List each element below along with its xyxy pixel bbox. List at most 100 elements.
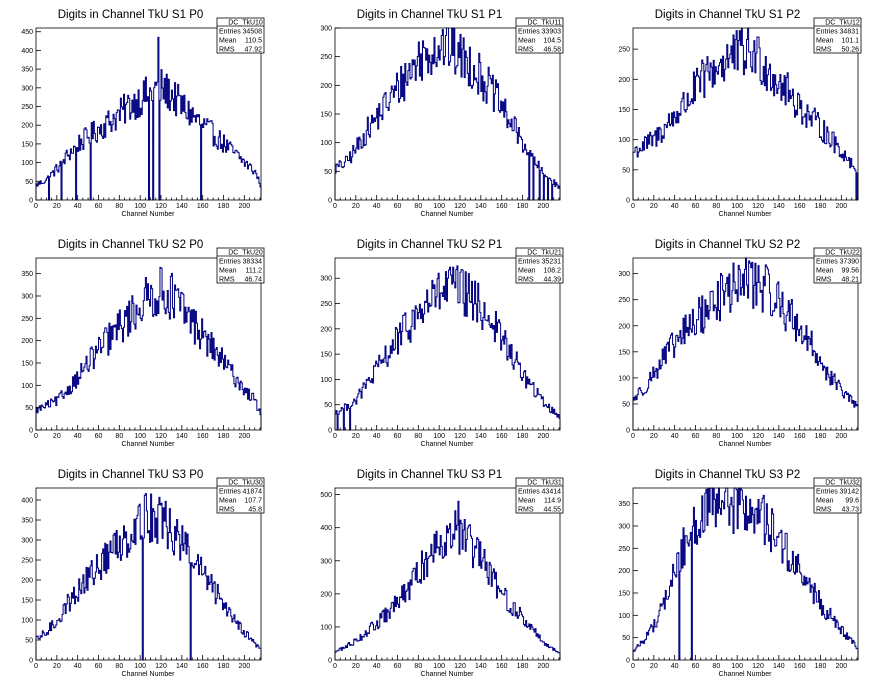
x-tick-label: 80 [115, 663, 123, 670]
x-axis-label: Channel Number [421, 211, 475, 218]
panel-title: Digits in Channel TkU S1 P1 [357, 9, 503, 21]
x-tick-label: 100 [731, 663, 743, 670]
y-tick-label: 0 [29, 198, 33, 205]
stats-box: DC_TkU12 Entries 34831 Mean 101.1 RMS 50.26 [813, 17, 862, 54]
x-tick-label: 200 [835, 203, 847, 210]
stats-value: 43414 [542, 489, 562, 496]
y-tick-label: 150 [618, 107, 630, 114]
stats-value: 50.26 [841, 47, 859, 54]
stats-label: Entries [518, 29, 540, 36]
y-tick-label: 100 [618, 613, 630, 620]
x-tick-label: 100 [134, 663, 146, 670]
y-tick-label: 0 [328, 198, 332, 205]
stats-label: Mean [518, 268, 536, 275]
y-tick-label: 300 [21, 293, 33, 300]
stats-label: Mean [219, 268, 237, 275]
x-tick-label: 200 [537, 203, 549, 210]
histogram-panel-TkU10: Digits in Channel TkU S1 P0 0 20 40 60 80 100 1… [21, 9, 265, 218]
stats-value: 37390 [840, 259, 860, 266]
stats-label: RMS [219, 277, 235, 284]
x-tick-label: 180 [218, 203, 230, 210]
y-tick-label: 300 [21, 538, 33, 545]
y-tick-label: 50 [324, 169, 332, 176]
x-tick-label: 60 [394, 433, 402, 440]
x-tick-label: 80 [414, 203, 422, 210]
stats-label: Mean [518, 498, 536, 505]
x-tick-label: 60 [394, 203, 402, 210]
histogram-series [632, 27, 859, 201]
x-tick-label: 0 [631, 203, 635, 210]
stats-label: Entries [518, 489, 540, 496]
y-tick-label: 350 [618, 501, 630, 508]
stats-name: DC_TkU10 [228, 20, 263, 27]
y-tick-label: 400 [320, 525, 332, 532]
stats-name: DC_TkU21 [527, 250, 562, 257]
stats-label: Mean [816, 268, 834, 275]
x-tick-label: 100 [134, 203, 146, 210]
stats-label: Entries [219, 489, 241, 496]
x-tick-label: 40 [373, 433, 381, 440]
x-tick-label: 0 [34, 663, 38, 670]
x-tick-label: 120 [752, 433, 764, 440]
y-tick-label: 200 [21, 123, 33, 130]
y-tick-label: 150 [320, 112, 332, 119]
x-tick-label: 40 [671, 203, 679, 210]
x-tick-label: 160 [794, 433, 806, 440]
y-tick-label: 250 [618, 297, 630, 304]
panel-title: Digits in Channel TkU S3 P0 [58, 469, 204, 481]
stats-label: Mean [518, 38, 536, 45]
stats-box: DC_TkU32 Entries 39142 Mean 99.6 RMS 43.73 [813, 477, 862, 514]
y-tick-label: 100 [21, 160, 33, 167]
x-tick-label: 80 [115, 433, 123, 440]
plot-frame [35, 27, 262, 201]
x-tick-label: 60 [95, 663, 103, 670]
x-tick-label: 140 [773, 663, 785, 670]
x-tick-label: 140 [176, 433, 188, 440]
x-axis-label: Channel Number [421, 441, 475, 448]
y-tick-label: 150 [21, 360, 33, 367]
stats-box: DC_TkU22 Entries 37390 Mean 99.56 RMS 48.21 [813, 247, 862, 284]
stats-label: Entries [816, 259, 838, 266]
x-tick-label: 200 [537, 663, 549, 670]
y-tick-label: 350 [21, 67, 33, 74]
histogram-series [35, 266, 262, 430]
x-tick-label: 120 [454, 203, 466, 210]
x-tick-label: 80 [712, 663, 720, 670]
x-tick-label: 180 [218, 663, 230, 670]
x-tick-label: 200 [238, 433, 250, 440]
x-tick-label: 140 [176, 663, 188, 670]
y-tick-label: 50 [25, 638, 33, 645]
y-tick-label: 0 [328, 428, 332, 435]
x-tick-label: 20 [352, 663, 360, 670]
histogram-series [35, 493, 262, 661]
stats-box: DC_TkU20 Entries 38334 Mean 111.2 RMS 46.74 [216, 247, 265, 284]
stats-name: DC_TkU32 [825, 480, 860, 487]
y-tick-label: 200 [618, 77, 630, 84]
y-tick-label: 100 [320, 624, 332, 631]
stats-value: 104.5 [543, 38, 561, 45]
x-tick-label: 140 [773, 203, 785, 210]
stats-box: DC_TkU21 Entries 35231 Mean 108.2 RMS 44.39 [515, 247, 564, 284]
x-tick-label: 40 [74, 203, 82, 210]
stats-value: 108.2 [543, 268, 561, 275]
y-tick-label: 250 [320, 301, 332, 308]
x-tick-label: 180 [517, 433, 529, 440]
x-tick-label: 180 [218, 433, 230, 440]
stats-box: DC_TkU30 Entries 41874 Mean 107.7 RMS 45.8 [216, 477, 265, 514]
panel-title: Digits in Channel TkU S1 P2 [655, 9, 801, 21]
y-tick-label: 100 [618, 375, 630, 382]
histogram-series [334, 27, 561, 201]
x-tick-label: 120 [752, 203, 764, 210]
stats-name: DC_TkU20 [228, 250, 263, 257]
y-tick-label: 50 [622, 167, 630, 174]
y-tick-label: 0 [29, 658, 33, 665]
panel-title: Digits in Channel TkU S2 P2 [655, 239, 801, 251]
x-tick-label: 140 [176, 203, 188, 210]
x-tick-label: 200 [238, 203, 250, 210]
y-tick-label: 300 [320, 26, 332, 33]
stats-label: Entries [816, 29, 838, 36]
x-tick-label: 20 [352, 433, 360, 440]
stats-name: DC_TkU12 [825, 20, 860, 27]
stats-value: 44.39 [543, 277, 561, 284]
y-tick-label: 250 [21, 104, 33, 111]
